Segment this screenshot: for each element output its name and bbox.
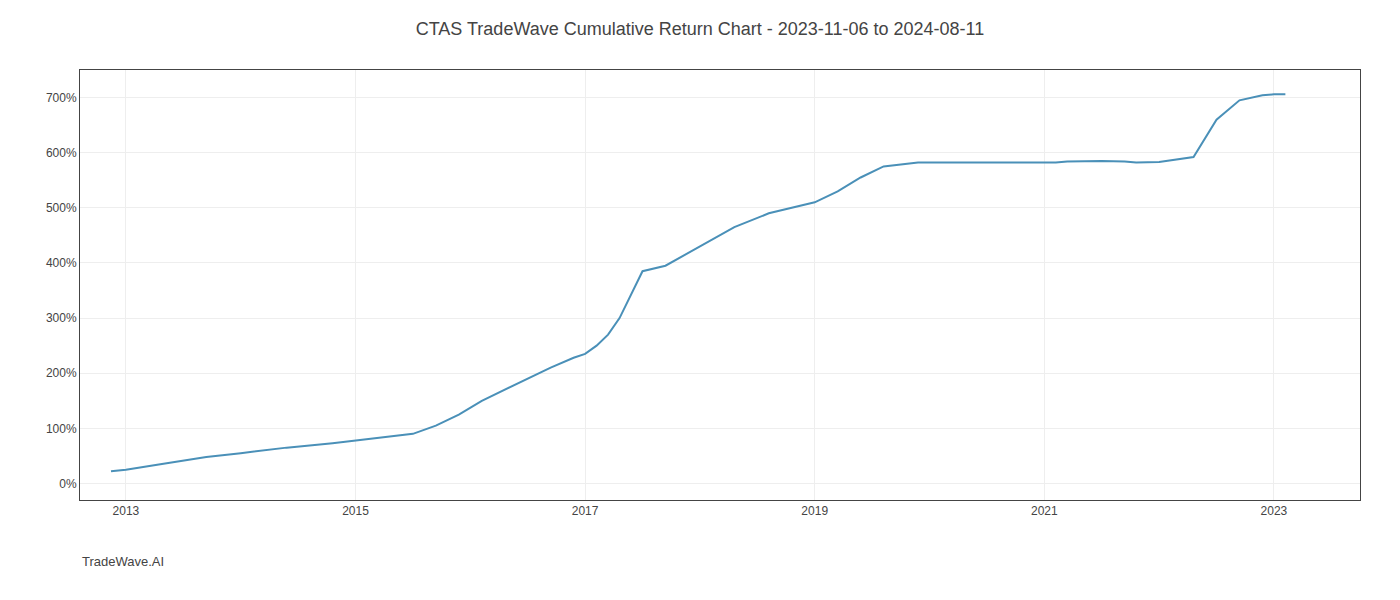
svg-text:100%: 100% <box>46 422 77 436</box>
svg-text:2015: 2015 <box>342 504 369 518</box>
svg-text:600%: 600% <box>46 146 77 160</box>
svg-text:300%: 300% <box>46 311 77 325</box>
svg-text:2021: 2021 <box>1031 504 1058 518</box>
svg-text:CTAS TradeWave Cumulative Retu: CTAS TradeWave Cumulative Return Chart -… <box>416 19 985 39</box>
svg-text:2023: 2023 <box>1261 504 1288 518</box>
svg-text:400%: 400% <box>46 256 77 270</box>
svg-text:TradeWave.AI: TradeWave.AI <box>82 554 164 569</box>
svg-text:200%: 200% <box>46 366 77 380</box>
svg-text:500%: 500% <box>46 201 77 215</box>
svg-text:2017: 2017 <box>572 504 599 518</box>
svg-text:0%: 0% <box>59 477 77 491</box>
svg-text:2013: 2013 <box>113 504 140 518</box>
svg-text:700%: 700% <box>46 91 77 105</box>
svg-text:2019: 2019 <box>801 504 828 518</box>
